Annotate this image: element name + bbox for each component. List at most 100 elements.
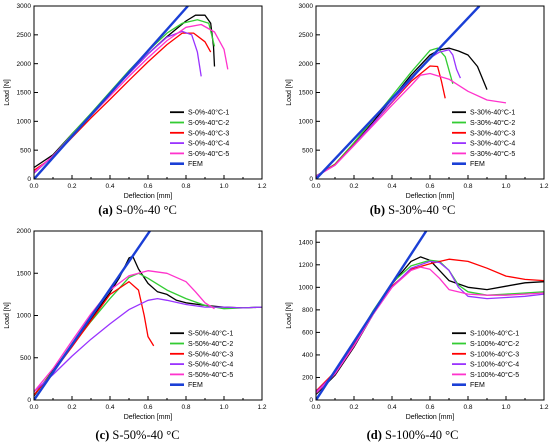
chart-c-series-line-3 [34,281,155,396]
chart-b-xtick-label: 0.8 [463,183,472,190]
chart-a-ytick-label: 2000 [17,61,32,68]
caption-b-letter: (b) [369,203,385,217]
chart-b-ytick-label: 1500 [299,90,314,97]
chart-a-xtick-label: 1.2 [257,183,266,190]
caption-d-letter: (d) [366,428,382,442]
chart-a-ytick-label: 500 [20,147,31,154]
chart-d-legend-label-4: S-100%-40°C-4 [470,361,519,369]
chart-c-legend-label-1: S-50%-40°C-1 [188,330,233,338]
chart-b-legend-label-6: FEM [470,161,485,168]
chart-c-xtick-label: 1.2 [257,404,266,411]
chart-d-xtick-label: 0.6 [425,404,434,411]
chart-d-ytick-label: 1200 [299,262,314,269]
chart-a-legend-label-2: S-0%-40°C-2 [188,119,229,127]
chart-b-ytick-label: 0 [309,176,313,183]
chart-a-xtick-label: 0.8 [181,183,190,190]
chart-d-ytick-label: 800 [302,307,313,314]
chart-c-xtick-label: 0.2 [67,404,76,411]
chart-b-xlabel: Deflection [mm] [406,193,455,200]
chart-d-ytick-label: 1400 [299,239,314,246]
caption-b: (b) S-30%-40 °C [275,203,550,218]
chart-b-xtick-label: 0.6 [425,183,434,190]
chart-b-ytick-label: 2500 [299,32,314,39]
chart-a-legend-label-1: S-0%-40°C-1 [188,109,229,117]
chart-d-series [316,231,544,400]
chart-a-xtick-label: 0.0 [29,183,38,190]
chart-d-legend-label-2: S-100%-40°C-2 [470,340,519,348]
chart-c-xlabel: Deflection [mm] [124,414,173,421]
chart-b-ytick-label: 1000 [299,119,314,126]
chart-c-legend-label-3: S-50%-40°C-3 [188,350,233,358]
chart-b-xtick-label: 0.4 [387,183,396,190]
chart-b-legend-label-5: S-30%-40°C-5 [470,150,515,158]
chart-d-legend-label-6: FEM [470,382,485,389]
chart-d-ytick-label: 400 [302,352,313,359]
chart-d-ytick-label: 200 [302,375,313,382]
chart-a-ytick-label: 2500 [17,32,32,39]
chart-c-xtick-label: 0.0 [29,404,38,411]
chart-c-xtick-label: 0.6 [143,404,152,411]
chart-b-xtick-label: 0.2 [349,183,358,190]
chart-d-ytick-label: 600 [302,330,313,337]
chart-c-ytick-label: 0 [27,397,31,404]
chart-c-ytick-label: 2000 [17,228,32,235]
chart-b-xtick-label: 0.0 [311,183,320,190]
chart-d-legend-label-3: S-100%-40°C-3 [470,350,519,358]
chart-b-legend-label-2: S-30%-40°C-2 [470,119,515,127]
chart-c-legend: S-50%-40°C-1 S-50%-40°C-2 S-50%-40°C-3 S-50… [170,330,233,389]
chart-b-legend-label-4: S-30%-40°C-4 [470,140,515,148]
caption-c-text: S-50%-40 °C [109,428,180,442]
chart-d-series-line-6 [316,231,428,400]
chart-b-xtick-label: 1.0 [501,183,510,190]
chart-c-series-line-4 [34,297,262,393]
caption-a-letter: (a) [98,203,113,217]
chart-c-xtick-label: 0.4 [105,404,114,411]
chart-a-series [34,6,229,179]
chart-c-legend-label-5: S-50%-40°C-5 [188,371,233,379]
chart-a-ytick-label: 1500 [17,90,32,97]
chart-b-ytick-label: 500 [302,147,313,154]
chart-c-series [34,231,262,400]
chart-b-xtick-label: 1.2 [539,183,548,190]
chart-c-legend-label-4: S-50%-40°C-4 [188,361,233,369]
chart-c-ytick-label: 500 [20,355,31,362]
chart-a-xtick-label: 0.4 [105,183,114,190]
chart-c-series-line-6 [34,231,151,400]
chart-c-ytick-label: 1000 [17,313,32,320]
chart-d-xtick-label: 0.4 [387,404,396,411]
chart-d-ylabel: Load [N] [286,302,293,329]
chart-a: 0.0 0.2 0.4 0.6 0.8 1.0 1.2 0 500 1000 1500 2000 250… [4,3,267,200]
chart-b-legend: S-30%-40°C-1 S-30%-40°C-2 S-30%-40°C-3 S-30… [452,109,515,168]
chart-a-series-line-6 [34,6,189,179]
caption-d-text: S-100%-40 °C [381,428,459,442]
caption-a: (a) S-0%-40 °C [0,203,275,218]
chart-c-series-line-5 [34,270,215,393]
chart-a-legend: S-0%-40°C-1 S-0%-40°C-2 S-0%-40°C-3 S-0%-40… [170,109,229,168]
chart-d-ytick-label: 1000 [299,285,314,292]
chart-b-ytick-label: 3000 [299,3,314,10]
chart-a-ytick-label: 3000 [17,3,32,10]
chart-b-series-line-5 [316,72,507,178]
chart-a-ytick-label: 0 [27,176,31,183]
chart-c-legend-label-2: S-50%-40°C-2 [188,340,233,348]
chart-b-ylabel: Load [N] [286,79,293,106]
chart-d-xtick-label: 0.2 [349,404,358,411]
chart-d-legend-label-1: S-100%-40°C-1 [470,330,519,338]
chart-d-xtick-label: 1.0 [501,404,510,411]
chart-a-legend-label-4: S-0%-40°C-4 [188,140,229,148]
caption-c: (c) S-50%-40 °C [0,428,275,443]
chart-c-xtick-label: 1.0 [219,404,228,411]
caption-a-text: S-0%-40 °C [112,203,177,217]
chart-b-series-line-2 [316,47,454,177]
chart-a-ylabel: Load [N] [4,79,11,106]
chart-d-ytick-label: 0 [309,397,313,404]
chart-b-ytick-label: 2000 [299,61,314,68]
chart-c: 0.0 0.2 0.4 0.6 0.8 1.0 1.2 0 500 1000 1500 2000 Def… [4,228,267,421]
caption-b-text: S-30%-40 °C [385,203,456,217]
chart-d-xlabel: Deflection [mm] [406,414,455,421]
chart-a-legend-label-6: FEM [188,161,203,168]
chart-c-ylabel: Load [N] [4,302,11,329]
chart-d-series-line-5 [316,266,544,394]
chart-a-ytick-label: 1000 [17,119,32,126]
chart-b-legend-label-1: S-30%-40°C-1 [470,109,515,117]
